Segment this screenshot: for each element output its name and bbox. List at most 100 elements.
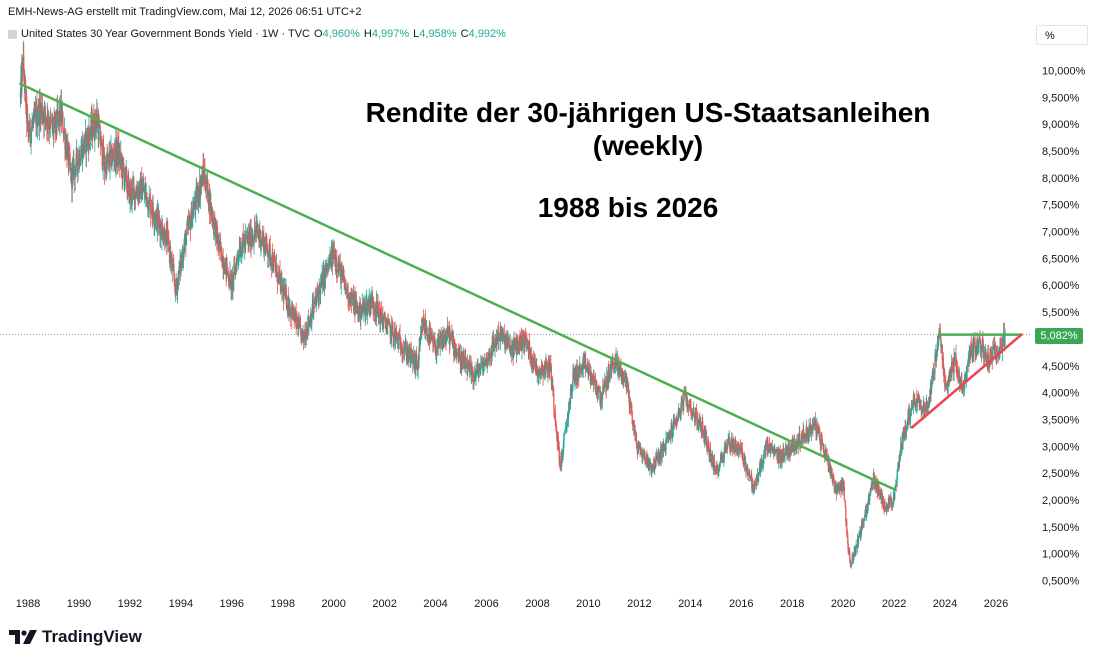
candle-body (266, 237, 268, 244)
candle-body (491, 342, 493, 357)
candle-body (365, 303, 367, 313)
x-tick-label: 2012 (627, 598, 651, 610)
candle-body (855, 551, 857, 554)
candle-body (602, 385, 604, 392)
x-tick-label: 1990 (67, 598, 91, 610)
candle-body (558, 446, 560, 463)
candle-body (841, 479, 843, 490)
candle-body (112, 153, 115, 158)
candle-body (896, 480, 898, 486)
y-tick-label: 5,500% (1042, 307, 1080, 319)
candle-body (157, 215, 160, 225)
candle-body (776, 449, 778, 452)
candle-body (477, 364, 479, 370)
candle-body (200, 180, 202, 186)
candle-body (48, 125, 50, 130)
candle-body (204, 172, 206, 185)
chart-subtitle: 1988 bis 2026 (537, 192, 719, 223)
candle-body (741, 448, 744, 461)
candle-body (455, 347, 457, 353)
candle-body (492, 342, 494, 346)
candle-body (810, 433, 812, 435)
tradingview-logo[interactable]: TradingView (9, 627, 142, 647)
candle-body (302, 330, 305, 341)
candle-body (100, 139, 102, 147)
candle-body (591, 375, 594, 378)
candle-body (770, 443, 772, 445)
candle-body (204, 184, 207, 192)
candle-body (892, 498, 894, 505)
candle-body (587, 366, 589, 374)
candle-body (353, 306, 355, 311)
candle-body (274, 259, 276, 262)
candle-body (516, 338, 519, 355)
candle-body (952, 366, 954, 372)
candle-body (305, 338, 307, 340)
candle-body (392, 334, 394, 337)
candle-body (53, 116, 55, 127)
candle-body (746, 466, 748, 471)
candle-body (269, 242, 271, 245)
candle-body (968, 353, 970, 363)
candle-body (349, 292, 352, 305)
candle-body (714, 468, 717, 474)
candle-body (306, 333, 309, 335)
candle-body (239, 248, 241, 256)
candle-body (403, 350, 406, 352)
candle-body (298, 322, 301, 326)
candle-body (549, 364, 552, 372)
candle-body (267, 249, 269, 258)
candle-body (86, 134, 89, 145)
candle-body (947, 387, 949, 390)
percent-scale-button[interactable]: % (1036, 25, 1088, 45)
candle-body (937, 341, 939, 347)
candle-body (484, 360, 486, 364)
candle-body (603, 385, 605, 390)
candle-body (679, 411, 681, 416)
candle-body (1001, 337, 1004, 352)
candle-body (540, 367, 543, 375)
candle-body (716, 467, 719, 469)
candle-body (145, 193, 147, 198)
candle-body (104, 170, 106, 172)
candle-body (767, 440, 769, 453)
candle-body (974, 341, 976, 355)
candle-body (83, 139, 85, 151)
low-label: L (413, 28, 420, 40)
candle-body (131, 199, 133, 201)
trendline[interactable] (910, 333, 1023, 429)
candle-body (991, 355, 993, 361)
candle-body (863, 520, 866, 522)
candle-body (885, 506, 888, 510)
candle-body (744, 456, 746, 467)
trendline[interactable] (19, 82, 896, 491)
candle-body (464, 357, 466, 359)
candle-body (481, 358, 483, 366)
candle-body (475, 370, 477, 381)
symbol-title[interactable]: United States 30 Year Government Bonds Y… (21, 28, 311, 40)
candle-body (611, 365, 613, 371)
candle-body (905, 427, 908, 433)
candle-body (713, 461, 716, 471)
candle-body (780, 451, 782, 458)
candle-body (458, 349, 460, 361)
candle-body (447, 326, 449, 332)
candle-body (285, 289, 287, 307)
candle-body (345, 282, 347, 294)
candle-body (123, 165, 125, 172)
candle-body (211, 210, 213, 223)
candle-body (386, 326, 388, 328)
candle-body (93, 117, 95, 135)
candle-body (919, 404, 921, 407)
candle-body (476, 370, 478, 372)
candle-body (260, 242, 262, 248)
candle-body (508, 338, 510, 348)
candle-body (917, 393, 919, 401)
candle-body (964, 374, 966, 381)
candle-body (759, 462, 762, 472)
candle-body (712, 465, 715, 468)
candle-body (654, 464, 656, 469)
candle-body (806, 429, 808, 439)
candle-body (498, 336, 500, 342)
